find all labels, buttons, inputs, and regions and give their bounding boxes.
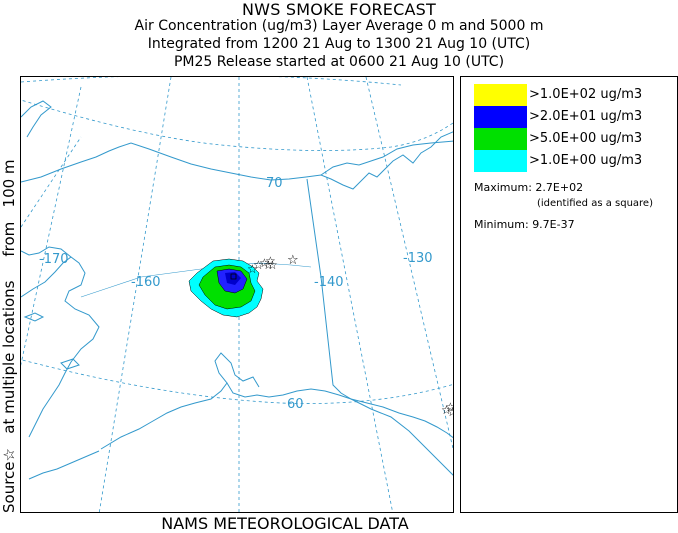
- cook-inlet: [214, 352, 260, 388]
- lon-label-m130: -130: [403, 251, 433, 266]
- integration-period: Integrated from 1200 21 Aug to 1300 21 A…: [147, 36, 531, 52]
- nunivak-island: [60, 358, 80, 370]
- concentration-subtitle: Air Concentration (ug/m3) Layer Average …: [134, 18, 544, 34]
- yukon-river: [80, 262, 312, 298]
- longitude-line-m180: [21, 136, 82, 228]
- maximum-readout: Maximum: 2.7E+02: [474, 181, 583, 194]
- coastline: [21, 100, 453, 480]
- maximum-note: (identified as a square): [537, 198, 653, 209]
- minimum-label: Minimum:: [474, 218, 529, 231]
- maximum-label: Maximum:: [474, 181, 532, 194]
- source-star-icon: ☆: [287, 253, 299, 268]
- source-star-icon: ☆: [441, 403, 452, 417]
- graticule: [21, 77, 453, 512]
- lat-label-60: 60: [287, 397, 304, 412]
- maximum-square-marker: [230, 273, 237, 280]
- source-markers: ☆ ☆ ☆ ☆ ☆ ☆ ☆ ☆ ☆ ☆: [247, 253, 454, 419]
- source-label: Source: [0, 461, 18, 513]
- lon-label-m140: -140: [314, 275, 344, 290]
- longitude-line-m130: [365, 77, 453, 451]
- source-star-icon: ☆: [267, 258, 278, 272]
- source-star-icon: ☆: [447, 405, 454, 419]
- lon-label-m160: -160: [131, 275, 161, 290]
- legend-panel: >1.0E+02 ug/m3 >2.0E+01 ug/m3 >5.0E+00 u…: [460, 76, 678, 513]
- latitude-line-70: [21, 99, 453, 151]
- smoke-map: ☆ ☆ ☆ ☆ ☆ ☆ ☆ ☆ ☆ ☆ 70 60 -170 -160 -140…: [21, 77, 454, 512]
- release-start: PM25 Release started at 0600 21 Aug 10 (…: [173, 54, 505, 70]
- source-star-icon: ☆: [253, 258, 264, 272]
- legend-swatch-cyan: [474, 150, 527, 172]
- source-location-label: at multiple locations from 100 m: [0, 159, 18, 449]
- legend-label: >5.0E+00 ug/m3: [529, 131, 643, 146]
- legend-label: >2.0E+01 ug/m3: [529, 109, 643, 124]
- west-coast: [21, 256, 100, 438]
- arctic-coast: [21, 131, 453, 190]
- legend-swatch-green: [474, 128, 527, 150]
- source-star-icon: ☆: [247, 262, 258, 276]
- longitude-line-m160: [98, 77, 172, 512]
- source-star-icon: ☆: [445, 400, 454, 414]
- lon-label-m170: -170: [39, 252, 69, 267]
- minimum-readout: Minimum: 9.7E-37: [474, 218, 575, 231]
- map-panel[interactable]: ☆ ☆ ☆ ☆ ☆ ☆ ☆ ☆ ☆ ☆ 70 60 -170 -160 -140…: [20, 76, 454, 513]
- alaska-peninsula: [100, 382, 453, 450]
- aleutian-islands: [28, 450, 100, 480]
- lat-label-70: 70: [266, 176, 283, 191]
- minimum-value: 9.7E-37: [532, 218, 575, 231]
- latitude-line-50: [21, 77, 402, 86]
- source-star-icon: ☆: [263, 258, 274, 272]
- longitude-line-m140: [306, 77, 394, 512]
- source-star-icon: ☆: [265, 254, 276, 268]
- st-lawrence-island: [23, 312, 45, 322]
- panhandle: [350, 398, 453, 476]
- legend-swatch-blue: [474, 106, 527, 128]
- legend-swatch-yellow: [474, 84, 527, 106]
- canadian-coast: [320, 140, 453, 176]
- map-title: NWS SMOKE FORECAST: [242, 0, 436, 19]
- smoke-plume: [188, 258, 264, 318]
- source-side-label: Source☆ at multiple locations from 100 m: [0, 76, 18, 513]
- border-ak-canada: [306, 178, 352, 400]
- source-star-icon: ☆: [0, 448, 18, 462]
- source-star-icon: ☆: [259, 256, 270, 270]
- plume-dark-blue: [225, 272, 241, 285]
- legend-label: >1.0E+02 ug/m3: [529, 87, 643, 102]
- maximum-value: 2.7E+02: [535, 181, 584, 194]
- seward-peninsula: [21, 246, 72, 258]
- data-source-label: NAMS METEOROLOGICAL DATA: [161, 514, 409, 533]
- legend-label: >1.0E+00 ug/m3: [529, 153, 643, 168]
- latitude-line-60: [21, 359, 453, 404]
- chukotka: [21, 100, 52, 138]
